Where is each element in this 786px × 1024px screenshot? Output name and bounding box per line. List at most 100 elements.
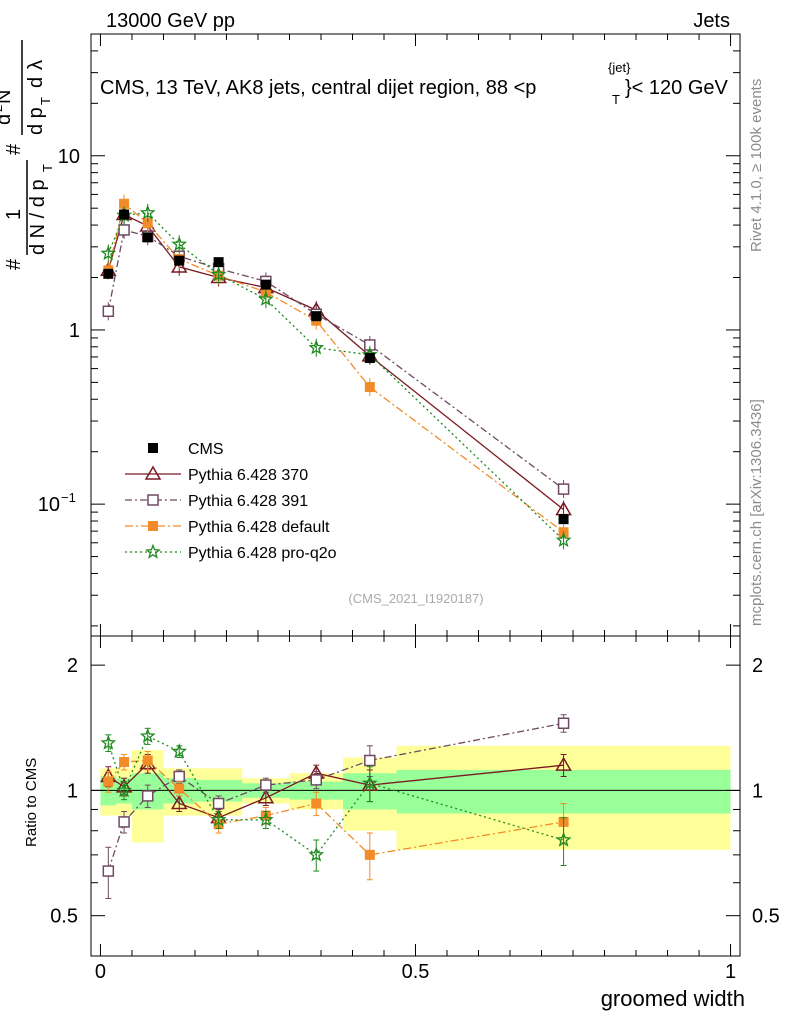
ratio-point (257, 789, 275, 804)
svg-text:1: 1 (3, 209, 25, 220)
series-point (210, 266, 227, 282)
ratio-point (310, 774, 323, 786)
marker-square (148, 521, 158, 531)
ratio-point (555, 756, 572, 771)
legend-entry: CMS (148, 441, 224, 458)
svg-text:T: T (40, 164, 55, 172)
main-series (100, 194, 572, 550)
ratio-point (142, 755, 153, 766)
marker-star (139, 204, 156, 220)
ratio-point (364, 849, 375, 860)
legend-marker (147, 494, 159, 506)
series-point (142, 218, 153, 229)
series-point (100, 245, 117, 261)
cms-data-point (103, 268, 114, 279)
ratio-point (212, 797, 225, 810)
ratio-point (174, 783, 185, 794)
ratio-point (100, 734, 117, 750)
ratio-point (139, 727, 156, 743)
legend-entry: Pythia 6.428 370 (125, 465, 308, 484)
marker-square-open (118, 224, 130, 236)
marker-square-open (260, 779, 272, 791)
marker-triangle (555, 756, 572, 771)
svg-text:2: 2 (0, 105, 5, 112)
marker-star (171, 236, 188, 252)
marker-square (148, 443, 158, 453)
ratio-point (311, 798, 322, 809)
series-point (308, 339, 325, 355)
svg-text:T: T (38, 97, 53, 105)
legend-marker (148, 443, 158, 453)
legend-label: CMS (188, 441, 224, 458)
ratio-y-axis-label: Ratio to CMS (23, 758, 40, 847)
series-line-1 (107, 229, 564, 490)
legend-label: Pythia 6.428 391 (188, 493, 308, 510)
cms-data-point (213, 257, 224, 268)
ratio-point (210, 811, 227, 827)
series-line-2 (107, 202, 564, 533)
svg-text:d: d (0, 114, 15, 125)
y-tick-label: 10 (38, 494, 60, 516)
header-left: 13000 GeV pp (106, 10, 235, 32)
legend-marker (148, 521, 158, 531)
main-y-axis-label: # 1 d N / d p T # d 2 N d p T d λ (0, 40, 55, 270)
ratio-series (100, 714, 572, 899)
plot-title-sup: {jet} (608, 60, 631, 75)
ratio-point (173, 770, 185, 783)
marker-star (257, 811, 274, 827)
ratio-y-tick-label: 0.5 (50, 906, 78, 928)
marker-triangle (170, 258, 188, 273)
ratio-point (557, 717, 570, 730)
marker-square-open (364, 754, 376, 767)
svg-text:N: N (0, 90, 15, 104)
series-point (257, 291, 274, 306)
marker-star (171, 743, 188, 759)
marker-square-open (102, 305, 115, 318)
ratio-point (116, 782, 133, 798)
legend-marker (144, 465, 162, 480)
y-tick-label: 10 (58, 146, 80, 168)
x-axis-label: groomed width (601, 986, 745, 1011)
series-point (139, 204, 156, 220)
ratio-point (364, 754, 376, 767)
marker-square (103, 268, 114, 279)
marker-star (100, 245, 117, 261)
ratio-point (555, 831, 572, 847)
analysis-watermark: (CMS_2021_I1920187) (348, 591, 483, 606)
ratio-point (118, 816, 130, 828)
ratio-point (171, 743, 188, 759)
marker-square-open (102, 865, 115, 877)
plot-title-sub: T (612, 92, 620, 107)
ratio-point (257, 811, 274, 827)
ratio-point (260, 779, 272, 791)
marker-square-open (212, 797, 225, 810)
marker-star (308, 846, 325, 862)
rivet-label: Rivet 4.1.0, ≥ 100k events (748, 79, 765, 252)
svg-text:#: # (3, 143, 25, 155)
legend-entry: Pythia 6.428 pro-q2o (125, 543, 337, 562)
ratio-point (361, 774, 378, 791)
marker-star (116, 782, 133, 798)
marker-square (311, 311, 322, 322)
ratio-point (119, 757, 130, 768)
marker-square (364, 382, 375, 393)
marker-star (361, 774, 378, 791)
ratio-y-tick-label-right: 2 (752, 655, 763, 677)
cms-data-point (119, 209, 130, 220)
legend-marker (145, 543, 161, 559)
marker-square (119, 209, 130, 220)
marker-star (100, 734, 117, 750)
legend-entry: Pythia 6.428 default (125, 519, 330, 536)
ratio-y-tick-label: 1 (67, 780, 78, 802)
ratio-line-3 (107, 735, 564, 856)
series-point (364, 382, 375, 393)
ratio-point (103, 776, 114, 787)
marker-square (119, 198, 130, 209)
legend: CMS Pythia 6.428 370 Pythia 6.428 391 Pythi… (125, 441, 337, 562)
ratio-point (308, 846, 325, 862)
x-tick-label: 1 (725, 961, 736, 983)
series-point (119, 198, 130, 209)
marker-triangle (257, 789, 275, 804)
legend-entry: Pythia 6.428 391 (125, 493, 308, 510)
